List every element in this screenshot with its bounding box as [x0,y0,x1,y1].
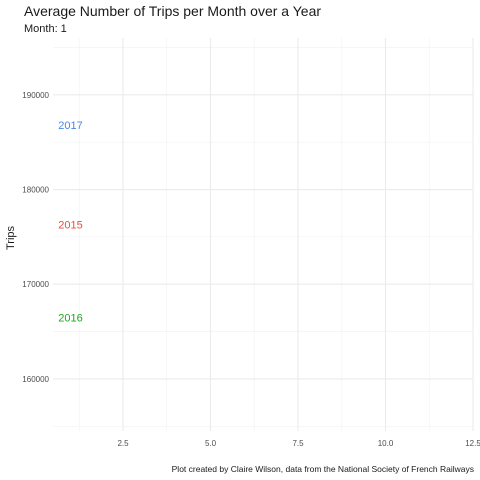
chart-title: Average Number of Trips per Month over a… [24,3,322,19]
y-tick-label: 160000 [22,375,49,384]
x-tick-label: 2.5 [117,439,129,448]
axis-ticks: 2.5 5.0 7.5 10.0 12.5 160000 170000 180000 19000… [22,91,480,448]
y-tick-label: 180000 [22,186,49,195]
x-tick-label: 5.0 [205,439,217,448]
grid-major [53,38,474,431]
point-label-2015: 2015 [58,220,82,232]
chart-caption: Plot created by Claire Wilson, data from… [171,464,474,474]
x-tick-label: 12.5 [465,439,480,448]
point-label-2017: 2017 [58,120,82,132]
chart-subtitle: Month: 1 [24,23,67,35]
point-labels: 2017 2015 2016 [58,120,82,324]
point-label-2016: 2016 [58,312,82,324]
x-tick-label: 7.5 [292,439,304,448]
grid-minor [53,38,473,431]
y-tick-label: 190000 [22,91,49,100]
y-tick-label: 170000 [22,280,49,289]
x-tick-label: 10.0 [378,439,394,448]
